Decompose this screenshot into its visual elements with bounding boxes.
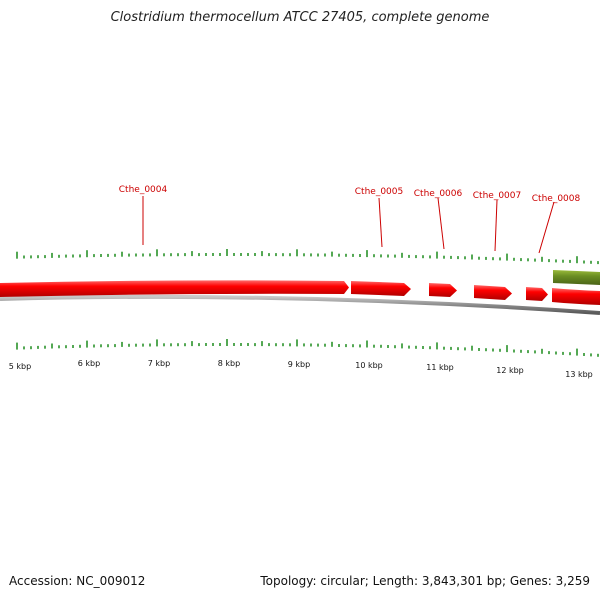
gene-feature-partial-other[interactable] bbox=[553, 270, 600, 285]
gene-label-cthe-0008[interactable]: Cthe_0008 bbox=[532, 194, 581, 204]
gene-label-cthe-0006[interactable]: Cthe_0006 bbox=[414, 189, 463, 199]
accession-text: Accession: NC_009012 bbox=[9, 574, 146, 588]
scale-label-5kbp: 5 kbp bbox=[9, 362, 31, 371]
gene-feature-cthe-0007[interactable] bbox=[474, 285, 512, 300]
scale-label-13kbp: 13 kbp bbox=[565, 370, 593, 379]
gene-feature-cthe-0005[interactable] bbox=[351, 281, 411, 296]
scale-labels: 5 kbp 6 kbp 7 kbp 8 kbp 9 kbp 10 kbp 11 … bbox=[9, 359, 593, 379]
scale-label-12kbp: 12 kbp bbox=[496, 366, 524, 375]
gene-label-cthe-0005[interactable]: Cthe_0005 bbox=[355, 187, 403, 197]
gene-label-cthe-0007[interactable]: Cthe_0007 bbox=[473, 191, 521, 201]
scale-label-7kbp: 7 kbp bbox=[148, 359, 170, 368]
map-title: Clostridium thermocellum ATCC 27405, com… bbox=[110, 10, 490, 25]
scale-label-6kbp: 6 kbp bbox=[78, 359, 100, 368]
gene-feature-partial-forward[interactable] bbox=[552, 288, 600, 305]
genome-backbone bbox=[0, 294, 600, 315]
topology-summary: Topology: circular; Length: 3,843,301 bp… bbox=[260, 574, 590, 588]
scale-label-9kbp: 9 kbp bbox=[288, 360, 310, 369]
scale-label-10kbp: 10 kbp bbox=[355, 361, 383, 370]
gene-label-cthe-0004[interactable]: Cthe_0004 bbox=[119, 185, 168, 195]
lower-tick-marks bbox=[16, 339, 599, 357]
gene-feature-cthe-0006[interactable] bbox=[429, 283, 457, 297]
gene-feature-cthe-0004[interactable] bbox=[0, 280, 349, 297]
gene-labels: Cthe_0004 Cthe_0005 Cthe_0006 Cthe_0007 … bbox=[119, 185, 581, 254]
gene-track bbox=[0, 270, 600, 305]
gene-feature-cthe-0008[interactable] bbox=[526, 287, 548, 301]
upper-tick-marks bbox=[16, 249, 599, 265]
scale-label-8kbp: 8 kbp bbox=[218, 359, 240, 368]
scale-label-11kbp: 11 kbp bbox=[426, 363, 454, 372]
